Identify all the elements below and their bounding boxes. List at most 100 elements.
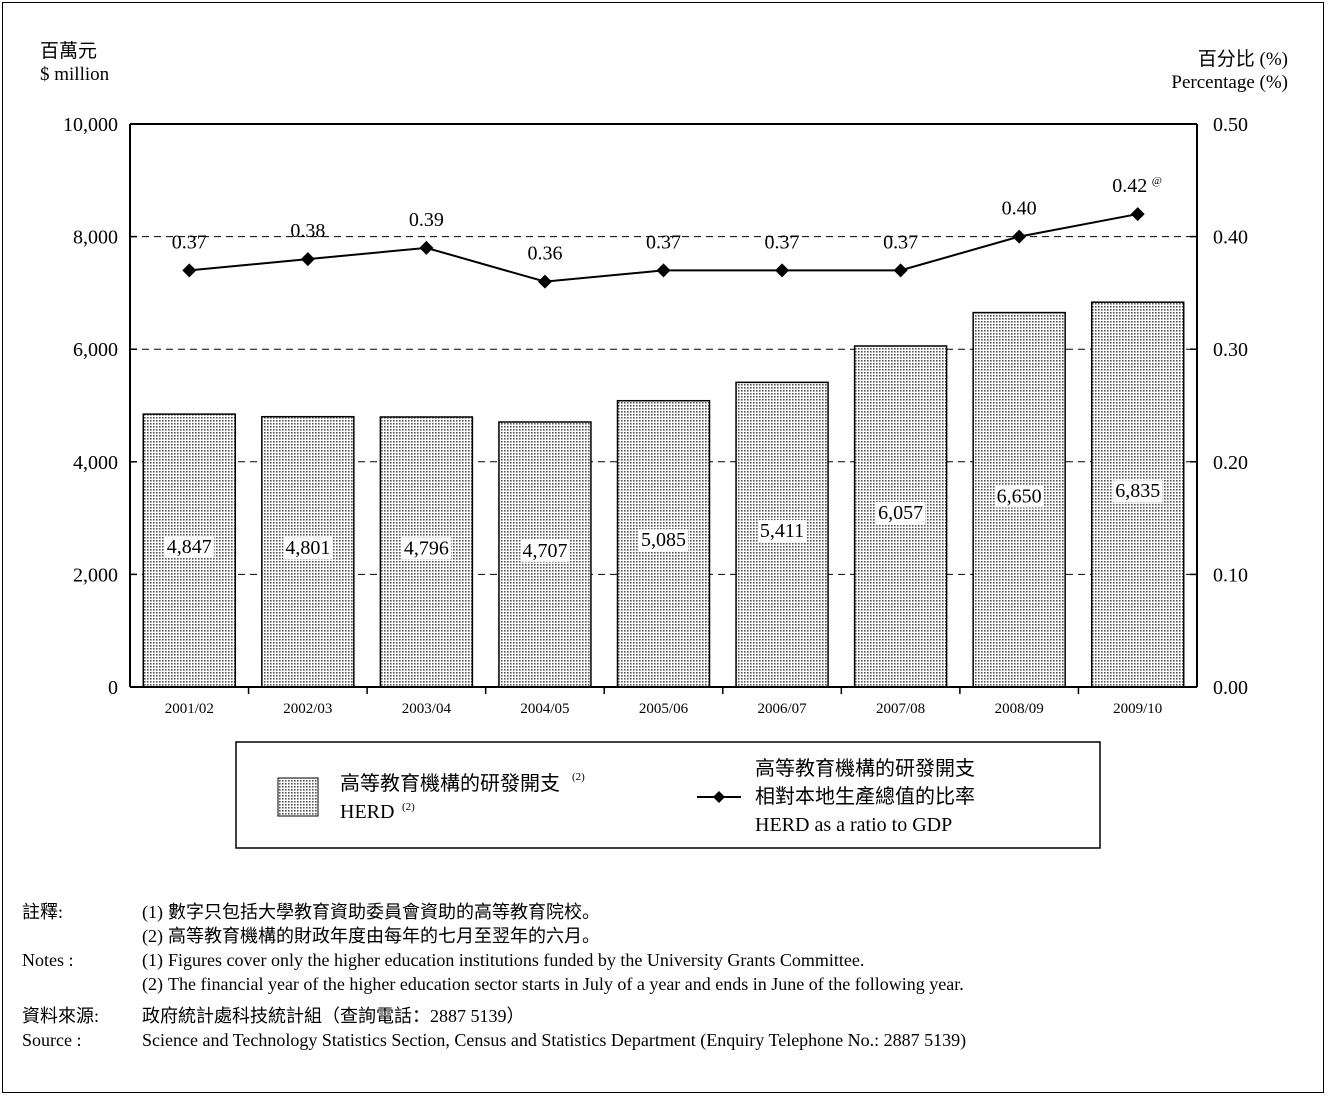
left-axis-unit-zh: 百萬元 bbox=[40, 41, 98, 62]
ratio-point bbox=[300, 252, 315, 267]
notes-label-en: Notes : bbox=[22, 950, 74, 970]
ratio-value-label: 0.38 bbox=[290, 220, 325, 242]
legend-box bbox=[235, 741, 1101, 849]
ratio-point bbox=[1012, 229, 1027, 244]
note-text: Figures cover only the higher education … bbox=[168, 950, 865, 970]
bar-label-background bbox=[876, 502, 926, 525]
legend-line-label-en: HERD as a ratio to GDP bbox=[755, 814, 952, 836]
source-label-en: Source : bbox=[22, 1030, 82, 1050]
note-number: (1) bbox=[142, 950, 163, 970]
bar-value-label: 6,057 bbox=[878, 502, 923, 524]
note-number: (1) bbox=[142, 902, 163, 922]
right-tick-label: 0.50 bbox=[1213, 114, 1248, 136]
note-en-2: (2) The financial year of the higher edu… bbox=[22, 972, 966, 996]
ratio-point bbox=[537, 274, 552, 289]
bar-value-label: 4,796 bbox=[404, 537, 449, 559]
note-zh-2: (2) 高等教育機構的財政年度由每年的七月至翌年的六月。 bbox=[22, 924, 966, 948]
legend-bar-superscript: (2) bbox=[572, 771, 585, 783]
legend: 高等教育機構的研發開支 (2) HERD (2) 高等教育機構的研發開支相對本地生產總值… bbox=[235, 741, 1101, 849]
left-tick-label: 10,000 bbox=[63, 114, 118, 136]
bar-label-background bbox=[639, 529, 688, 552]
ratio-value-label: 0.37 bbox=[646, 231, 681, 253]
right-tick-label: 0.20 bbox=[1213, 452, 1248, 474]
legend-bar-label-en: HERD bbox=[340, 801, 394, 823]
x-tick-label: 2006/07 bbox=[757, 701, 807, 717]
bar-label-background bbox=[401, 537, 451, 560]
right-tick-label: 0.40 bbox=[1213, 227, 1248, 249]
left-tick-label: 2,000 bbox=[73, 564, 118, 586]
ratio-value-label: 0.42 bbox=[1112, 175, 1147, 197]
x-tick-label: 2007/08 bbox=[876, 701, 925, 717]
ratio-value-label: 0.37 bbox=[172, 231, 207, 253]
x-tick-label: 2004/05 bbox=[520, 701, 569, 717]
bar-value-label: 6,835 bbox=[1115, 480, 1160, 502]
bar-value-label: 4,801 bbox=[285, 537, 330, 559]
bar-label-background bbox=[283, 537, 333, 560]
ratio-point bbox=[775, 263, 790, 278]
ratio-footnote-marker: @ bbox=[1152, 175, 1162, 187]
x-tick-label: 2003/04 bbox=[402, 701, 452, 717]
x-tick-label: 2001/02 bbox=[165, 701, 214, 717]
legend-line-label-zh-1: 高等教育機構的研發開支 bbox=[755, 757, 975, 780]
x-tick-label: 2009/10 bbox=[1113, 701, 1162, 717]
ratio-point bbox=[893, 263, 908, 278]
source-text-en: Science and Technology Statistics Sectio… bbox=[142, 1030, 967, 1050]
note-en-1: Notes : (1) Figures cover only the highe… bbox=[22, 948, 966, 972]
right-axis-unit-en: Percentage (%) bbox=[1171, 72, 1288, 93]
left-tick-label: 4,000 bbox=[73, 452, 118, 474]
left-axis-unit: 百萬元 $ million bbox=[40, 40, 109, 86]
legend-line-marker bbox=[713, 791, 725, 803]
ratio-point bbox=[419, 240, 434, 255]
right-tick-label: 0.30 bbox=[1213, 339, 1248, 361]
x-tick-label: 2005/06 bbox=[639, 701, 689, 717]
note-number: (2) bbox=[142, 926, 163, 946]
bar-label-background bbox=[994, 485, 1044, 508]
chart-svg: 0 2,000 4,000 6,000 8,000 10,000 0.00 0.10 0.20 0… bbox=[63, 114, 1248, 849]
source-text-zh: 政府統計處科技統計組（查詢電話：2887 5139） bbox=[142, 1006, 525, 1026]
note-text: 高等教育機構的財政年度由每年的七月至翌年的六月。 bbox=[168, 926, 600, 946]
note-text: 數字只包括大學教育資助委員會資助的高等教育院校。 bbox=[168, 902, 600, 922]
bar-label-background bbox=[757, 520, 807, 543]
notes-section: 註釋: (1) 數字只包括大學教育資助委員會資助的高等教育院校。 (2) 高等教… bbox=[22, 900, 966, 1052]
note-text: The financial year of the higher educati… bbox=[168, 974, 964, 994]
bar-value-label: 4,847 bbox=[167, 536, 212, 558]
ratio-value-label: 0.40 bbox=[1002, 198, 1037, 220]
x-tick-label: 2008/09 bbox=[995, 701, 1044, 717]
legend-line-label-zh-2: 相對本地生產總值的比率 bbox=[755, 785, 975, 808]
ratio-value-label: 0.37 bbox=[883, 231, 918, 253]
legend-bar-label-zh: 高等教育機構的研發開支 bbox=[340, 772, 560, 795]
right-axis-unit-zh: 百分比 (%) bbox=[1197, 49, 1288, 70]
ratio-value-label: 0.36 bbox=[527, 243, 562, 265]
source-label-zh: 資料來源: bbox=[22, 1006, 100, 1026]
bar-value-label: 5,085 bbox=[641, 529, 686, 551]
bar-value-label: 6,650 bbox=[997, 485, 1042, 507]
ratio-value-label: 0.39 bbox=[409, 209, 444, 231]
left-tick-label: 0 bbox=[108, 677, 118, 699]
legend-bar-swatch bbox=[277, 777, 319, 817]
data-labels: 4,847 4,801 4,796 4,707 5,085 5,411 6,057 6,650… bbox=[164, 175, 1163, 562]
axes: 0 2,000 4,000 6,000 8,000 10,000 0.00 0.10 0.20 0… bbox=[63, 114, 1248, 717]
bar-value-label: 4,707 bbox=[522, 540, 567, 562]
source-zh: 資料來源: 政府統計處科技統計組（查詢電話：2887 5139） bbox=[22, 1004, 966, 1028]
bar-label-background bbox=[164, 535, 214, 558]
ratio-point bbox=[656, 263, 671, 278]
left-tick-label: 8,000 bbox=[73, 227, 118, 249]
ratio-value-label: 0.37 bbox=[765, 231, 800, 253]
bar-value-label: 5,411 bbox=[760, 520, 804, 542]
ratio-line-series bbox=[182, 207, 1145, 289]
right-tick-label: 0.10 bbox=[1213, 564, 1248, 586]
notes-label-zh: 註釋: bbox=[22, 902, 64, 922]
source-en: Source : Science and Technology Statisti… bbox=[22, 1028, 966, 1052]
left-axis-unit-en: $ million bbox=[40, 64, 110, 85]
left-tick-label: 6,000 bbox=[73, 339, 118, 361]
note-number: (2) bbox=[142, 974, 163, 994]
ratio-point bbox=[182, 263, 197, 278]
right-axis-unit: 百分比 (%) Percentage (%) bbox=[1171, 48, 1288, 94]
note-zh-1: 註釋: (1) 數字只包括大學教育資助委員會資助的高等教育院校。 bbox=[22, 900, 966, 924]
x-tick-label: 2002/03 bbox=[283, 701, 332, 717]
right-tick-label: 0.00 bbox=[1213, 677, 1248, 699]
ratio-point bbox=[1130, 207, 1145, 222]
bar-label-background bbox=[520, 539, 570, 562]
legend-bar-en-superscript: (2) bbox=[402, 801, 415, 813]
